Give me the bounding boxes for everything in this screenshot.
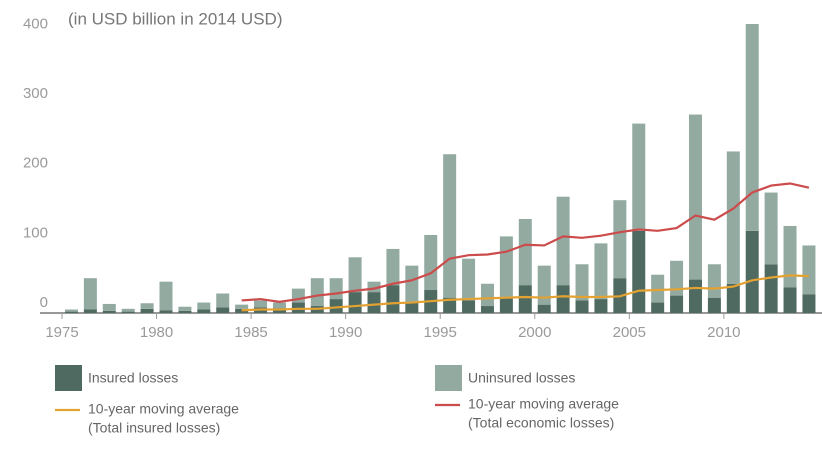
bar bbox=[764, 264, 778, 313]
x-tick-label: 2005 bbox=[613, 324, 646, 341]
bar bbox=[745, 24, 759, 231]
legend-label: (Total economic losses) bbox=[468, 415, 614, 431]
legend-swatch bbox=[55, 365, 82, 391]
x-tick-label: 1985 bbox=[234, 324, 267, 341]
bar bbox=[329, 278, 343, 300]
bar bbox=[726, 283, 740, 313]
bar bbox=[726, 151, 740, 284]
bar bbox=[783, 225, 797, 288]
bar bbox=[386, 285, 400, 313]
x-tick-label: 1990 bbox=[329, 324, 362, 341]
y-tick-label: 100 bbox=[23, 224, 48, 241]
bar bbox=[178, 306, 192, 311]
bar bbox=[613, 200, 627, 279]
bar bbox=[537, 265, 551, 305]
bar bbox=[405, 302, 419, 313]
bar bbox=[140, 308, 154, 313]
line bbox=[241, 182, 810, 303]
bar bbox=[518, 285, 532, 313]
bar bbox=[480, 306, 494, 313]
x-tick-label: 1995 bbox=[424, 324, 457, 341]
legend-label: Uninsured losses bbox=[468, 370, 575, 386]
y-tick-label: 400 bbox=[23, 15, 48, 32]
bar bbox=[537, 304, 551, 313]
bar bbox=[499, 297, 513, 313]
bar bbox=[64, 309, 78, 312]
bar bbox=[197, 302, 211, 310]
bar bbox=[235, 308, 249, 313]
bar bbox=[367, 292, 381, 313]
bar bbox=[83, 309, 97, 313]
x-tick-label: 2000 bbox=[518, 324, 551, 341]
bar bbox=[310, 278, 324, 307]
bar bbox=[802, 245, 816, 295]
bar bbox=[688, 114, 702, 280]
bar bbox=[802, 294, 816, 313]
y-tick-label: 200 bbox=[23, 155, 48, 172]
bar bbox=[121, 308, 135, 312]
bar bbox=[462, 258, 476, 301]
bar bbox=[254, 300, 268, 308]
bar bbox=[140, 303, 154, 309]
bar bbox=[102, 310, 116, 313]
bar bbox=[632, 123, 646, 231]
bar bbox=[216, 307, 230, 313]
bar bbox=[424, 235, 438, 291]
legend-label: 10-year moving average bbox=[468, 396, 619, 412]
legend-label: (Total insured losses) bbox=[88, 420, 220, 436]
bar bbox=[405, 265, 419, 303]
bar bbox=[443, 154, 457, 298]
legend-label: Insured losses bbox=[88, 370, 178, 386]
bar bbox=[670, 260, 684, 296]
bar bbox=[462, 300, 476, 313]
bar bbox=[651, 302, 665, 313]
bar bbox=[197, 309, 211, 313]
bar bbox=[707, 297, 721, 313]
bar bbox=[707, 264, 721, 298]
chart-subtitle: (in USD billion in 2014 USD) bbox=[68, 9, 282, 28]
bar bbox=[594, 299, 608, 313]
legend-swatch bbox=[435, 365, 462, 391]
bar bbox=[272, 302, 286, 309]
bar bbox=[83, 278, 97, 310]
bar bbox=[159, 310, 173, 313]
bar bbox=[121, 311, 135, 313]
bar bbox=[367, 281, 381, 293]
bar bbox=[329, 299, 343, 313]
bar bbox=[632, 230, 646, 313]
bar bbox=[575, 300, 589, 313]
bar bbox=[235, 304, 249, 309]
bar bbox=[556, 285, 570, 313]
x-tick-label: 2010 bbox=[707, 324, 740, 341]
bar bbox=[670, 295, 684, 313]
bar bbox=[556, 196, 570, 286]
bar bbox=[783, 287, 797, 313]
bar bbox=[348, 257, 362, 293]
bar bbox=[348, 292, 362, 313]
bar bbox=[688, 279, 702, 313]
bar bbox=[480, 283, 494, 307]
bar bbox=[102, 303, 116, 311]
x-tick-label: 1980 bbox=[140, 324, 173, 341]
bar bbox=[575, 264, 589, 301]
x-tick-label: 1975 bbox=[45, 324, 78, 341]
bar bbox=[159, 281, 173, 311]
y-tick-label: 300 bbox=[23, 85, 48, 102]
bar bbox=[178, 310, 192, 313]
bar bbox=[594, 243, 608, 300]
y-tick-label: 0 bbox=[40, 294, 48, 311]
bar bbox=[499, 236, 513, 298]
bar bbox=[386, 248, 400, 286]
bar bbox=[764, 192, 778, 265]
bar bbox=[216, 293, 230, 308]
bar bbox=[64, 311, 78, 313]
legend-label: 10-year moving average bbox=[88, 401, 239, 417]
line bbox=[241, 274, 809, 312]
bar bbox=[518, 218, 532, 286]
bar bbox=[651, 274, 665, 303]
bar bbox=[745, 230, 759, 313]
bar bbox=[443, 297, 457, 313]
